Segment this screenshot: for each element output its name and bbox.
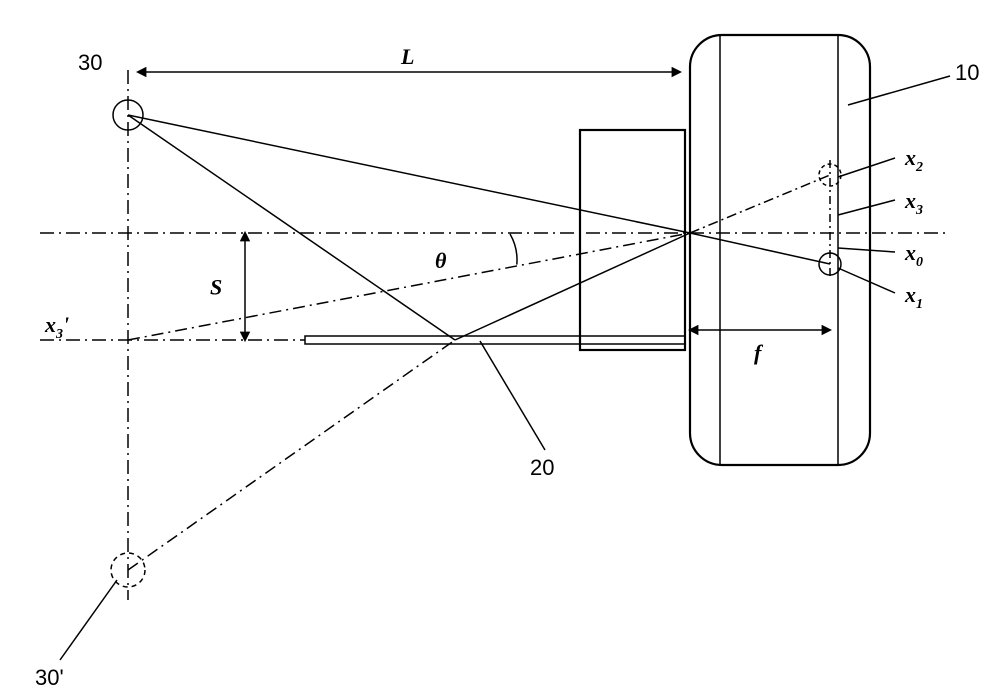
ray-blade-lens [455, 233, 690, 340]
label-10: 10 [955, 60, 979, 85]
label-S: S [210, 275, 222, 300]
leader-to30p [60, 580, 117, 660]
label-x0: x0 [904, 240, 923, 270]
label-30: 30 [78, 50, 102, 75]
leader-tox1 [838, 268, 895, 293]
label-x3: x3 [904, 188, 923, 218]
ray-source-lens [128, 115, 690, 233]
camera-body [690, 35, 870, 465]
blade [305, 336, 685, 344]
label-theta: θ [435, 248, 447, 273]
label-f: f [754, 340, 764, 365]
label-30p: 30' [35, 665, 64, 690]
label-x1: x1 [904, 282, 923, 312]
label-20: 20 [530, 455, 554, 480]
leader-to20 [480, 341, 545, 450]
leader-tox0 [838, 248, 895, 252]
label-L: L [400, 44, 414, 69]
ray-lens-x2 [690, 175, 830, 233]
theta-arc [510, 234, 517, 265]
leader-tox2 [838, 158, 895, 177]
leader-to10 [848, 76, 950, 105]
ray-virtual-30p-blade [128, 340, 455, 570]
lens-housing [580, 130, 685, 350]
label-x2: x2 [904, 145, 923, 175]
ray-lens-x1 [690, 233, 830, 264]
label-x3p: x3' [44, 312, 69, 342]
leader-tox3 [838, 200, 895, 215]
